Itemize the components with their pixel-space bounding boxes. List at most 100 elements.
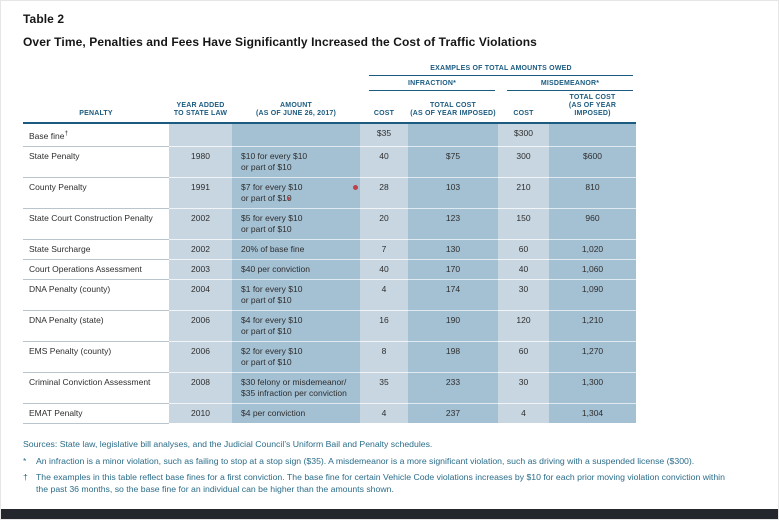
cell-mis_total (549, 123, 637, 147)
cell-penalty: County Penalty (23, 177, 169, 209)
cell-inf_total: 198 (408, 341, 498, 373)
footnote-infraction: * An infraction is a minor violation, su… (23, 456, 729, 468)
cell-amount: $5 for every $10 or part of $10 (232, 208, 360, 240)
cell-inf_cost: 20 (360, 208, 408, 240)
cell-inf_total: 130 (408, 239, 498, 260)
group-header-row: EXAMPLES OF TOTAL AMOUNTS OWED (23, 65, 636, 76)
cell-mis_total: $600 (549, 146, 637, 178)
cell-mis_cost: 30 (498, 372, 549, 404)
cell-year: 1980 (169, 146, 232, 178)
subgroup-header-row: INFRACTION* MISDEMEANOR* (23, 76, 636, 91)
cell-amount: 20% of base fine (232, 239, 360, 260)
cell-year: 1991 (169, 177, 232, 209)
cell-inf_cost: 40 (360, 259, 408, 280)
cell-mis_cost: 120 (498, 310, 549, 342)
footnote-text: An infraction is a minor violation, such… (36, 455, 695, 466)
group-header-spacer (23, 65, 360, 76)
cell-year: 2004 (169, 279, 232, 311)
red-dot-annotation (353, 185, 358, 190)
table-number-label: Table 2 (23, 12, 65, 26)
title-block: Table 2 Over Time, Penalties and Fees Ha… (23, 12, 537, 49)
cell-year: 2003 (169, 259, 232, 280)
footnote-text: The examples in this table reflect base … (36, 472, 725, 494)
table-header: EXAMPLES OF TOTAL AMOUNTS OWED INFRACTIO… (23, 65, 637, 124)
dagger-marker: † (23, 472, 28, 482)
cell-amount: $4 for every $10 or part of $10 (232, 310, 360, 342)
cell-mis_cost: 60 (498, 341, 549, 373)
bottom-bar (1, 509, 778, 519)
cell-mis_cost: 150 (498, 208, 549, 240)
table-row: DNA Penalty (state) 2006 $4 for every $10 … (23, 310, 637, 342)
cell-inf_total: 103 (408, 177, 498, 209)
cell-penalty: EMAT Penalty (23, 403, 169, 424)
cell-mis_total: 1,270 (549, 341, 637, 373)
cell-inf_cost: 4 (360, 279, 408, 311)
cell-year: 2006 (169, 341, 232, 373)
cell-inf_cost: 16 (360, 310, 408, 342)
cell-mis_cost: 4 (498, 403, 549, 424)
cell-mis_cost: 40 (498, 259, 549, 280)
cell-mis_cost: 60 (498, 239, 549, 260)
cell-penalty: Criminal Conviction Assessment (23, 372, 169, 404)
cell-amount: $10 for every $10 or part of $10 (232, 146, 360, 178)
misdemeanor-label: MISDEMEANOR* (507, 80, 634, 91)
table-body: Base fine† $35 $300 State Penalty 1980 $10 fo… (23, 123, 637, 424)
page-title: Over Time, Penalties and Fees Have Signi… (23, 35, 537, 49)
cell-amount: $2 for every $10 or part of $10 (232, 341, 360, 373)
infraction-label: INFRACTION* (369, 80, 495, 91)
subgroup-spacer (23, 76, 360, 91)
cell-penalty: Base fine† (23, 123, 169, 147)
cell-inf_cost: 35 (360, 372, 408, 404)
red-dot-annotation-small (287, 197, 290, 200)
cell-inf_cost: 28 (360, 177, 408, 209)
cell-inf_total: 174 (408, 279, 498, 311)
table-row: EMAT Penalty 2010 $4 per conviction 4 237 4 1,… (23, 403, 637, 424)
cell-year (169, 123, 232, 147)
cell-inf_cost: 4 (360, 403, 408, 424)
column-header-infraction-total: TOTAL COST (AS OF YEAR IMPOSED) (408, 91, 498, 124)
column-header-year: YEAR ADDED TO STATE LAW (169, 91, 232, 124)
cell-inf_cost: $35 (360, 123, 408, 147)
footnotes-block: Sources: State law, legislative bill ana… (23, 439, 729, 500)
column-header-infraction-cost: COST (360, 91, 408, 124)
penalty-fee-table: EXAMPLES OF TOTAL AMOUNTS OWED INFRACTIO… (23, 65, 637, 424)
column-header-misdemeanor-cost: COST (498, 91, 549, 124)
cell-penalty: DNA Penalty (state) (23, 310, 169, 342)
asterisk-marker: * (23, 455, 27, 466)
cell-mis_total: 960 (549, 208, 637, 240)
column-header-penalty: PENALTY (23, 91, 169, 124)
cell-inf_total (408, 123, 498, 147)
cell-year: 2002 (169, 208, 232, 240)
cell-penalty: EMS Penalty (county) (23, 341, 169, 373)
cell-penalty: DNA Penalty (county) (23, 279, 169, 311)
cell-inf_cost: 7 (360, 239, 408, 260)
group-header-label: EXAMPLES OF TOTAL AMOUNTS OWED (369, 65, 634, 76)
cell-year: 2006 (169, 310, 232, 342)
table-row: Base fine† $35 $300 (23, 123, 637, 147)
cell-year: 2008 (169, 372, 232, 404)
cell-mis_total: 1,300 (549, 372, 637, 404)
cell-mis_total: 810 (549, 177, 637, 209)
cell-penalty: Court Operations Assessment (23, 259, 169, 280)
cell-amount: $1 for every $10 or part of $10 (232, 279, 360, 311)
cell-inf_total: 123 (408, 208, 498, 240)
subgroup-misdemeanor: MISDEMEANOR* (498, 76, 636, 91)
table-row: County Penalty 1991 $7 for every $10 or pa… (23, 177, 637, 209)
cell-inf_cost: 8 (360, 341, 408, 373)
cell-inf_cost: 40 (360, 146, 408, 178)
table-row: Court Operations Assessment 2003 $40 per c… (23, 259, 637, 280)
table-row: State Court Construction Penalty 2002 $5 f… (23, 208, 637, 240)
column-header-amount: AMOUNT (AS OF JUNE 26, 2017) (232, 91, 360, 124)
cell-amount: $40 per conviction (232, 259, 360, 280)
cell-mis_cost: 300 (498, 146, 549, 178)
cell-inf_total: 237 (408, 403, 498, 424)
cell-amount: $4 per conviction (232, 403, 360, 424)
sources-line: Sources: State law, legislative bill ana… (23, 439, 433, 449)
group-header-examples: EXAMPLES OF TOTAL AMOUNTS OWED (360, 65, 636, 76)
cell-mis_total: 1,210 (549, 310, 637, 342)
footnote-base-fine: † The examples in this table reflect bas… (23, 472, 729, 495)
cell-amount: $7 for every $10 or part of $10 (232, 177, 360, 209)
cell-amount (232, 123, 360, 147)
table-row: State Surcharge 2002 20% of base fine 7 130 6… (23, 239, 637, 260)
